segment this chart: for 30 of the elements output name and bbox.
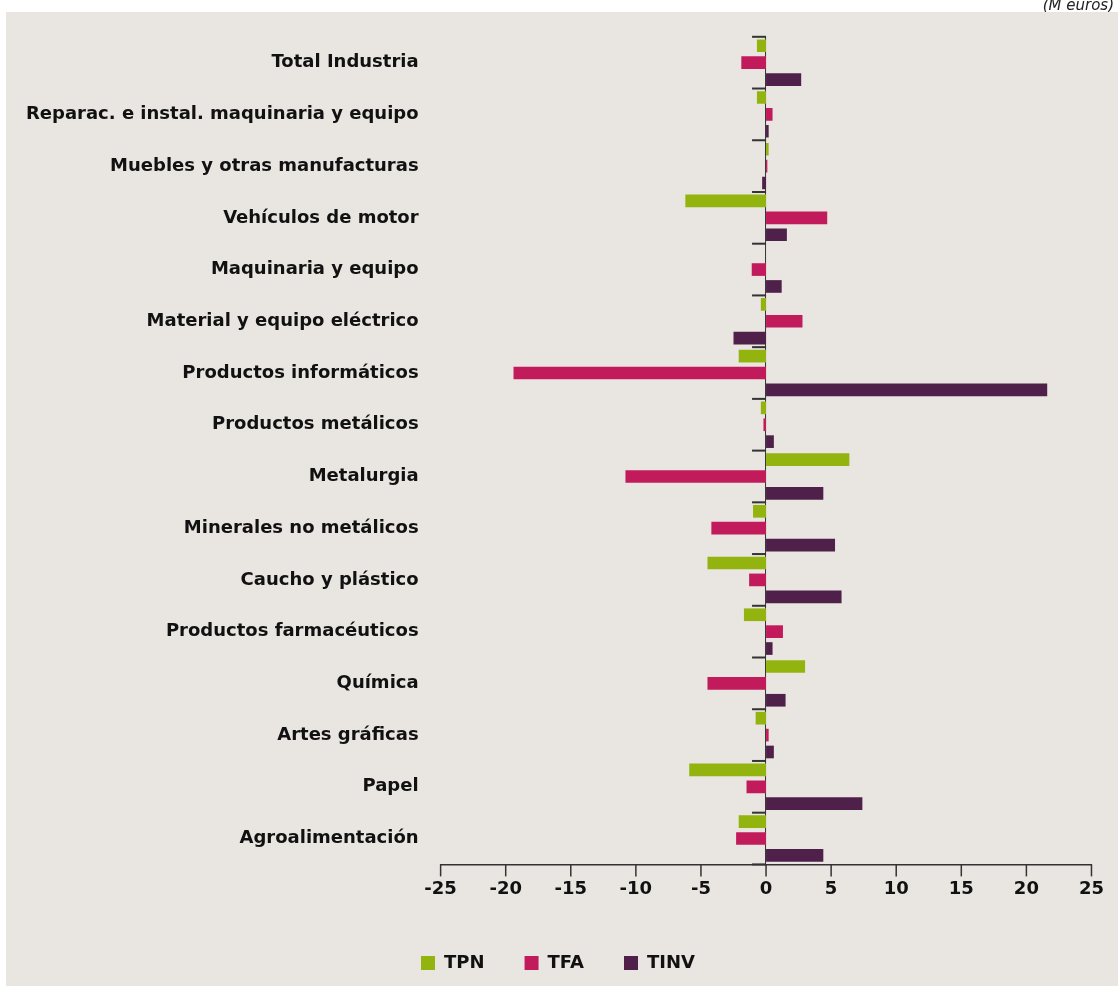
legend-label: TPN [444, 950, 485, 972]
y-tick-label: Minerales no metálicos [183, 515, 419, 537]
y-tick-label: Productos farmacéuticos [165, 619, 419, 641]
x-tick-label: -5 [690, 876, 711, 898]
y-tick-label: Maquinaria y equipo [210, 257, 419, 279]
x-tick-label: -10 [619, 876, 653, 898]
y-tick-label: Total Industria [271, 50, 419, 72]
x-tick-label: 15 [948, 876, 974, 898]
x-tick-label: 25 [1078, 876, 1105, 898]
legend-label: TINV [647, 950, 696, 972]
y-tick-label: Productos informáticos [182, 360, 419, 382]
y-tick-label: Reparac. e instal. maquinaria y equipo [25, 102, 419, 124]
x-tick-label: -20 [489, 876, 522, 898]
x-tick-label: 5 [824, 876, 838, 898]
y-tick-label: Artes gráficas [277, 722, 419, 744]
x-tick-label: 10 [883, 876, 909, 898]
y-tick-label: Metalurgia [308, 464, 419, 486]
y-tick-label: Química [336, 671, 419, 693]
x-tick-label: -15 [554, 876, 588, 898]
x-tick-label: 0 [759, 876, 773, 898]
y-tick-label: Caucho y plástico [240, 567, 419, 589]
y-tick-label: Muebles y otras manufacturas [110, 153, 419, 175]
y-tick-label: Productos metálicos [212, 412, 419, 434]
y-tick-label: Agroalimentación [239, 826, 419, 848]
x-tick-label: 20 [1013, 876, 1039, 898]
legend-label: TFA [547, 950, 585, 972]
y-tick-label: Vehículos de motor [223, 205, 419, 227]
y-tick-label: Material y equipo eléctrico [146, 308, 419, 330]
x-tick-label: -25 [424, 876, 457, 898]
y-tick-label: Papel [362, 774, 419, 796]
